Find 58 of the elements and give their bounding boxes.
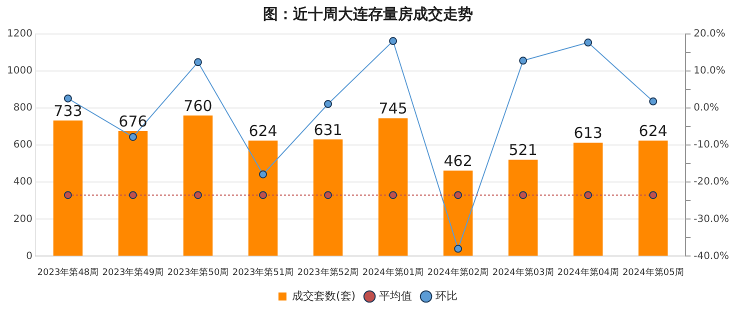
point — [389, 37, 398, 46]
point — [64, 94, 72, 102]
y2-tick-label: 0.0% — [694, 102, 720, 114]
point — [194, 58, 202, 66]
bar — [248, 140, 278, 256]
bar — [573, 142, 603, 256]
point — [649, 97, 658, 106]
x-tick-label: 2023年第48周 — [37, 266, 99, 278]
y2-tick-label: 10.0% — [694, 66, 726, 77]
legend-label: 成交套数(套) — [292, 289, 356, 302]
bar — [638, 140, 668, 256]
data-label: 760 — [184, 96, 212, 115]
data-label: 462 — [444, 152, 472, 170]
x-tick-label: 2024年第01周 — [362, 266, 424, 278]
y2-tick-label: -30.0% — [694, 214, 730, 225]
y2-tick-label: 20.0% — [694, 28, 726, 40]
x-tick-label: 2023年第51周 — [232, 266, 294, 278]
bar — [183, 115, 213, 256]
y-tick-label: 400 — [13, 176, 32, 188]
y-tick-label: 1000 — [6, 66, 32, 77]
x-tick-label: 2024年第02周 — [427, 266, 489, 278]
bar — [53, 120, 83, 256]
y-tick-label: 800 — [13, 102, 32, 114]
bar — [118, 131, 148, 256]
bar — [443, 170, 473, 256]
y2-tick-label: -20.0% — [694, 176, 730, 188]
legend-label: 环比 — [436, 289, 458, 302]
point — [259, 170, 268, 178]
y-tick-label: 600 — [13, 140, 32, 151]
data-label: 624 — [638, 122, 668, 140]
y-tick-label: 200 — [13, 214, 32, 225]
data-label: 521 — [508, 141, 538, 160]
x-tick-label: 2023年第52周 — [297, 266, 359, 278]
bar — [508, 160, 538, 256]
x-tick-label: 2023年第49周 — [102, 266, 164, 278]
x-tick-label: 2024年第03周 — [492, 266, 554, 278]
data-label: 733 — [54, 102, 82, 120]
chart-title: 图：近十周大连存量房成交走势 — [263, 4, 473, 23]
x-tick-label: 2024年第04周 — [557, 266, 619, 278]
bar — [313, 139, 343, 256]
data-label: 745 — [378, 100, 408, 118]
data-label: 676 — [118, 112, 148, 130]
y-tick-label: 0 — [26, 250, 32, 262]
data-label: 631 — [314, 120, 342, 139]
point — [584, 38, 592, 47]
x-tick-label: 2024年第05周 — [622, 266, 684, 278]
y-tick-label: 1200 — [6, 28, 32, 40]
point — [519, 56, 528, 65]
y2-tick-label: -10.0% — [694, 140, 730, 151]
data-label: 613 — [574, 124, 602, 142]
point — [128, 132, 137, 141]
y2-tick-label: -40.0% — [694, 250, 730, 262]
legend-label: 平均值 — [379, 289, 412, 302]
point — [324, 100, 332, 108]
bar — [378, 118, 408, 256]
x-tick-label: 2023年第50周 — [167, 266, 229, 278]
data-label: 624 — [248, 122, 278, 140]
point — [454, 244, 462, 253]
